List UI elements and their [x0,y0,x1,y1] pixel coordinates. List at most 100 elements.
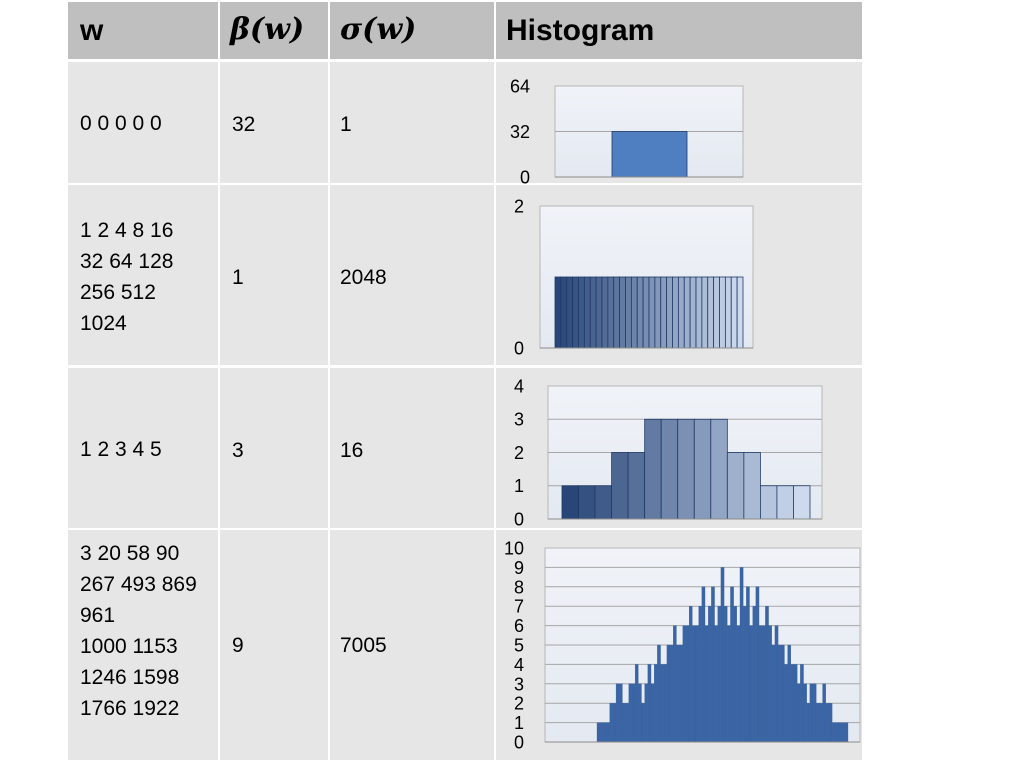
row2-sigma: 2048 [340,266,387,289]
row1-beta-cell: 32 [220,62,328,183]
chart4-bar [758,625,763,743]
chart4-bar [685,625,690,743]
chart4-bar [708,606,712,743]
chart4-ytick-label: 3 [514,674,524,694]
chart4-ytick-label: 10 [504,538,524,558]
chart4-bar [774,625,779,743]
chart4-bar [669,644,674,743]
row2-w-cell: 1 2 4 8 16 32 64 128 256 512 1024 [68,185,218,365]
chart4-bar [609,703,614,743]
chart4-bar [768,625,772,743]
chart4-bar [625,703,629,743]
chart2-bar [724,276,732,349]
chart4-bar [784,664,788,743]
chart3-ytick-label: 1 [514,476,524,496]
chart2-bar [630,276,638,349]
chart1-ytick-label: 0 [520,167,530,187]
chart4-bar [838,722,842,743]
chart2-bar [683,276,691,349]
chart4-bar [631,683,636,743]
chart2-bar [554,276,562,349]
chart2-bar [677,276,685,349]
chart2-ytick-label: 2 [514,196,524,216]
chart4-bar [736,625,741,743]
chart2-bar [589,276,597,349]
chart2-bar [666,276,673,349]
chart3-ytick-label: 2 [514,443,524,463]
chart4-bar [809,683,814,743]
chart2-bar [595,276,603,349]
chart4-bar [723,606,728,743]
chart3-ytick-label: 4 [514,376,524,396]
row1-sigma: 1 [340,113,352,136]
chart2-ytick-label: 0 [514,338,524,358]
row4-w: 3 20 58 90 267 493 869 961 1000 1153 124… [80,542,197,720]
row4-sigma-cell: 7005 [330,530,494,760]
chart2-bar [730,276,738,349]
chart4-bar [816,703,820,743]
chart3-bar [743,452,761,520]
chart4-bar [660,664,664,743]
chart4-ytick-label: 0 [514,732,524,752]
row1-w: 0 0 0 0 0 [80,112,162,135]
chart4-bar [711,586,715,743]
row2-sigma-cell: 2048 [330,185,494,365]
chart4-bar [835,722,839,743]
row3-w-cell: 1 2 3 4 5 [68,368,218,528]
chart4-bar [790,664,795,743]
header-beta-cell: 𝜷(𝒘) [220,2,328,59]
row4-beta: 9 [232,634,244,657]
chart4-bar [679,644,683,743]
chart4-bar [812,683,817,743]
chart2-bar [583,276,591,349]
chart4-bar [781,644,785,743]
chart4-bar [806,703,811,743]
chart4-bar [619,683,623,743]
chart4-ytick-label: 9 [514,558,524,578]
chart4-bar [831,722,836,743]
row1-w-cell: 0 0 0 0 0 [68,62,218,183]
row4-beta-cell: 9 [220,530,328,760]
chart4-bar [825,703,830,743]
chart4-bar [701,586,706,743]
chart4-ytick-label: 8 [514,577,524,597]
chart4-bar [688,606,693,743]
header-beta: 𝜷(𝒘) [230,12,305,47]
row1-beta: 32 [232,113,256,136]
chart4-bar [641,703,645,743]
chart4-bar [663,664,668,743]
chart3-bar [627,452,646,520]
chart4-bar [657,644,661,743]
chart2-bar [601,276,609,349]
chart4-bar [717,606,722,743]
header-w: w [80,14,104,47]
row2-beta-cell: 1 [220,185,328,365]
chart3-bar [793,485,811,520]
chart2-bar [660,276,668,349]
chart4-bar [841,722,845,743]
chart3-bar [611,452,629,520]
chart2-bar [613,276,621,349]
chart2-bar [642,276,650,349]
chart4-bar [654,664,658,743]
chart2-bar [719,276,726,349]
chart3-bar [644,418,662,520]
chart4-ytick-label: 7 [514,597,524,617]
chart4-bar [793,664,798,743]
chart2-bar [572,276,579,349]
row3-w: 1 2 3 4 5 [80,438,162,461]
row4-w-cell: 3 20 58 90 267 493 869 961 1000 1153 124… [68,530,218,760]
chart4-bar [743,606,747,743]
chart4-ytick-label: 2 [514,694,524,714]
header-w-cell: w [68,2,218,59]
chart4-bar [777,644,782,743]
row1-sigma-cell: 1 [330,62,494,183]
chart4-bar [606,722,610,743]
chart4-bar [727,625,731,743]
chart4-bar [666,644,671,743]
chart4-bar [673,625,677,743]
chart4-bar [771,644,776,743]
chart3-bar [578,485,596,520]
chart2-bar [736,276,744,349]
chart2-bar [619,276,626,349]
